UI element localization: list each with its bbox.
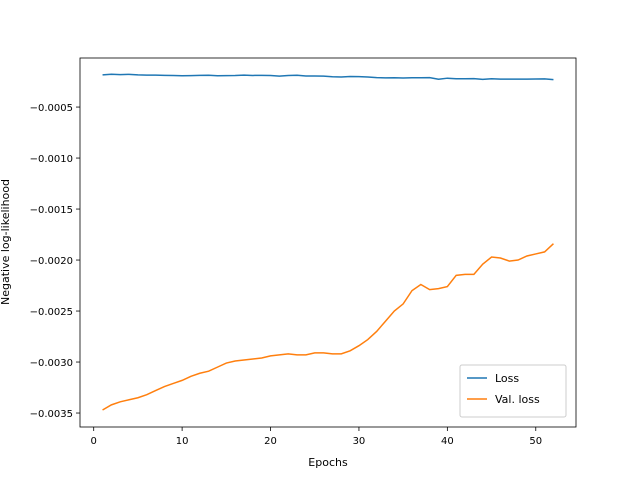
x-tick-label: 10	[176, 436, 189, 447]
series-line	[102, 243, 554, 411]
y-tick-label: −0.0010	[30, 154, 73, 165]
y-tick-label: −0.0025	[30, 307, 73, 318]
y-tick-label: −0.0020	[30, 256, 73, 267]
legend-label: Val. loss	[495, 393, 540, 406]
y-tick-label: −0.0030	[30, 358, 73, 369]
x-axis-label: Epochs	[308, 456, 348, 469]
x-tick-label: 50	[529, 436, 542, 447]
plot-frame	[79, 57, 577, 428]
y-tick-label: −0.0035	[30, 409, 73, 420]
x-tick-label: 30	[353, 436, 366, 447]
y-tick-label: −0.0005	[30, 103, 73, 114]
x-tick-label: 40	[441, 436, 454, 447]
series-line	[102, 73, 554, 81]
y-axis-label: Negative log-likelihood	[0, 179, 12, 305]
legend-label: Loss	[495, 372, 519, 385]
y-tick-label: −0.0015	[30, 205, 73, 216]
x-tick-label: 20	[264, 436, 277, 447]
x-tick-label: 0	[91, 436, 97, 447]
